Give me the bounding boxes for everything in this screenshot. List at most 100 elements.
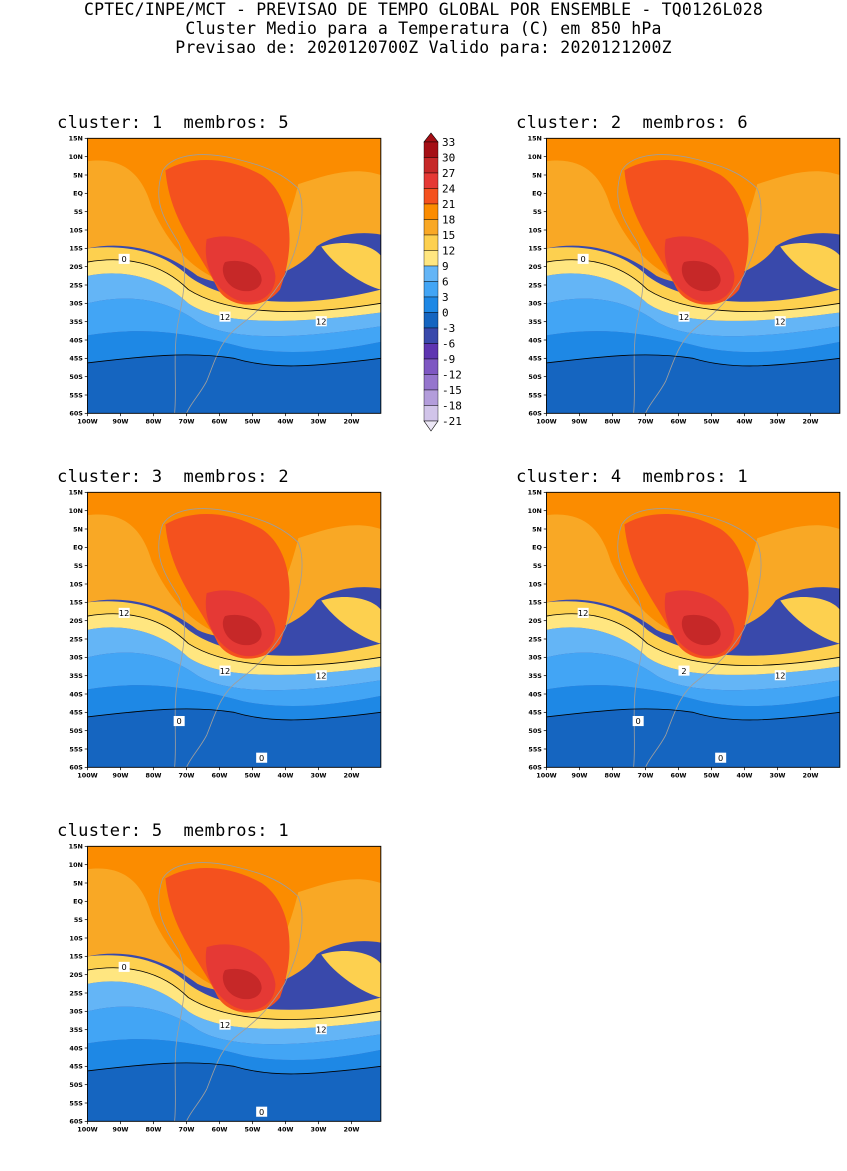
lon-label: 60W xyxy=(671,771,687,779)
lat-label: 15N xyxy=(69,489,83,497)
colorbar-label: 0 xyxy=(442,307,449,320)
lat-label: 45S xyxy=(69,1063,83,1071)
temperature-band xyxy=(87,298,381,353)
figure-header: CPTEC/INPE/MCT - PREVISAO DE TEMPO GLOBA… xyxy=(0,0,847,57)
colorbar-label: -3 xyxy=(442,322,455,335)
lat-label: 45S xyxy=(528,355,542,363)
lat-label: 10N xyxy=(69,861,83,869)
isotherm-line xyxy=(87,1062,381,1075)
lat-label: 10S xyxy=(69,934,83,942)
colorbar-segment xyxy=(423,172,439,189)
temperature-map: 12 12 0 0 15N 10N 5N EQ 5S 10S 15S 20S 25S 30S 35S 40S 4… xyxy=(69,843,382,1133)
temperature-band xyxy=(87,331,381,366)
lon-label: 90W xyxy=(572,417,588,425)
lat-label: 5N xyxy=(73,525,83,533)
lat-label: 15S xyxy=(528,245,542,253)
header-line-2: Cluster Medio para a Temperatura (C) em … xyxy=(185,19,662,38)
isotherm-label-box xyxy=(256,752,268,763)
temperature-band xyxy=(546,652,840,707)
isotherm-label-text: 0 xyxy=(177,716,182,726)
temperature-band xyxy=(681,614,721,646)
lon-label: 30W xyxy=(311,1125,327,1133)
lon-label: 60W xyxy=(212,417,228,425)
lat-label: 25S xyxy=(69,635,83,643)
temperature-band xyxy=(546,354,840,414)
panel-title: cluster: 3 membros: 2 xyxy=(57,467,289,487)
lat-label: EQ xyxy=(73,544,83,552)
lat-label: 45S xyxy=(69,709,83,717)
isotherm-label: 12 xyxy=(118,607,130,618)
map-panel-cluster-4: cluster: 4 membros: 1 2 12 12 0 0 15N 10N 5N EQ 5… xyxy=(467,467,841,817)
lat-label: 40S xyxy=(69,336,83,344)
lat-label: 10N xyxy=(69,153,83,161)
lat-label: 40S xyxy=(528,336,542,344)
isotherm-label: 12 xyxy=(774,670,786,680)
lat-label: 15S xyxy=(69,245,83,253)
lon-label: 70W xyxy=(179,771,195,779)
lat-label: 10N xyxy=(69,507,83,515)
panel-title: cluster: 5 membros: 1 xyxy=(57,821,289,841)
isotherm-label-text: 2 xyxy=(681,666,686,676)
isotherm-label: 0 xyxy=(118,961,130,972)
isotherm-label-box xyxy=(315,670,327,681)
colorbar-segment xyxy=(423,281,439,298)
colorbar-segment xyxy=(423,312,439,329)
lon-label: 40W xyxy=(278,771,294,779)
lon-label: 50W xyxy=(245,417,261,425)
lon-label: 40W xyxy=(278,417,294,425)
temperature-band xyxy=(87,1039,381,1074)
temperature-band xyxy=(222,260,262,292)
colorbar-segment xyxy=(423,374,439,391)
lat-label: 40S xyxy=(69,690,83,698)
isotherm-label-text: 0 xyxy=(259,1107,264,1117)
isotherm-label-text: 12 xyxy=(578,608,589,618)
isotherm-label-text: 12 xyxy=(220,666,231,676)
map-frame xyxy=(546,137,841,414)
south-america-outline xyxy=(617,508,762,768)
lon-label: 20W xyxy=(803,771,819,779)
lat-label: EQ xyxy=(73,190,83,198)
lat-label: 40S xyxy=(69,1044,83,1052)
isotherm-label-text: 12 xyxy=(316,1024,327,1034)
lat-label: EQ xyxy=(532,544,542,552)
temperature-band xyxy=(546,596,840,666)
plot-area: 2 12 12 0 0 xyxy=(546,492,840,768)
map-frame xyxy=(87,845,382,1122)
lat-label: 10N xyxy=(528,507,542,515)
lat-label: 35S xyxy=(528,318,542,326)
plot-area: 12 12 0 xyxy=(546,138,840,414)
lat-label: 5N xyxy=(73,879,83,887)
lon-label: 60W xyxy=(671,417,687,425)
colorbar-label: -15 xyxy=(442,384,462,397)
lat-label: 25S xyxy=(528,281,542,289)
lat-label: 50S xyxy=(69,373,83,381)
temperature-band xyxy=(546,242,840,312)
isotherm-label-box xyxy=(315,316,327,327)
isotherm-label-box xyxy=(118,607,130,618)
isotherm-label: 0 xyxy=(577,253,589,264)
colorbar-segment xyxy=(423,358,439,375)
lon-label: 70W xyxy=(179,1125,195,1133)
isotherm-label: 0 xyxy=(632,716,644,726)
south-america-outline xyxy=(158,154,303,414)
map-frame xyxy=(546,491,841,768)
panel-title: cluster: 2 membros: 6 xyxy=(516,113,748,133)
isotherm-label-text: 0 xyxy=(581,254,586,264)
temperature-band xyxy=(87,981,381,1045)
isotherm-label-box xyxy=(173,716,185,727)
colorbar-label: -6 xyxy=(442,338,455,351)
temperature-band xyxy=(87,354,381,414)
lat-label: EQ xyxy=(532,190,542,198)
temperature-band xyxy=(87,708,381,768)
lon-label: 70W xyxy=(638,771,654,779)
isotherm-label-box xyxy=(577,607,589,618)
lat-label: 10S xyxy=(69,580,83,588)
colorbar-label: -18 xyxy=(442,400,462,413)
lat-label: 30S xyxy=(528,654,542,662)
isotherm-label: 2 xyxy=(678,665,690,676)
south-america-outline xyxy=(158,508,303,768)
temperature-band xyxy=(87,1006,381,1061)
lon-label: 60W xyxy=(212,1125,228,1133)
map-panel-cluster-3: cluster: 3 membros: 2 12 12 12 0 0 15N 10N 5N EQ… xyxy=(8,467,382,817)
lat-label: 10S xyxy=(528,226,542,234)
